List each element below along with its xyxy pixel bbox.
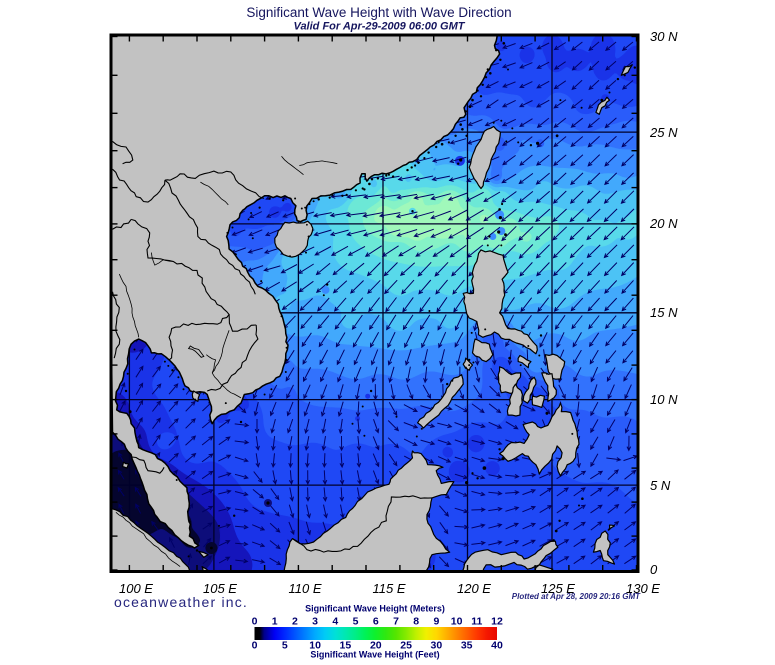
- svg-text:Significant Wave Height with W: Significant Wave Height with Wave Direct…: [246, 5, 511, 20]
- svg-text:Plotted at Apr 28, 2009 20:16: Plotted at Apr 28, 2009 20:16 GMT: [512, 592, 641, 601]
- svg-text:Valid For Apr-29-2009 06:00 GM: Valid For Apr-29-2009 06:00 GMT: [294, 21, 466, 33]
- svg-text:5: 5: [353, 616, 359, 628]
- svg-text:25 N: 25 N: [649, 125, 678, 140]
- svg-text:9: 9: [433, 616, 439, 628]
- svg-text:30: 30: [431, 640, 443, 652]
- svg-text:6: 6: [373, 616, 379, 628]
- svg-text:10: 10: [309, 640, 321, 652]
- svg-text:10 N: 10 N: [650, 392, 678, 407]
- svg-text:25: 25: [400, 640, 412, 652]
- svg-text:20: 20: [370, 640, 382, 652]
- svg-text:oceanweather inc.: oceanweather inc.: [114, 594, 248, 610]
- svg-text:3: 3: [312, 616, 318, 628]
- svg-text:10: 10: [451, 616, 463, 628]
- svg-text:5 N: 5 N: [650, 478, 671, 493]
- svg-text:7: 7: [393, 616, 399, 628]
- svg-text:0: 0: [252, 640, 258, 652]
- svg-text:Significant Wave Height (Meter: Significant Wave Height (Meters): [305, 604, 445, 614]
- svg-text:0: 0: [252, 616, 258, 628]
- svg-text:130 E: 130 E: [626, 581, 660, 596]
- svg-text:15 N: 15 N: [650, 305, 678, 320]
- svg-text:12: 12: [491, 616, 503, 628]
- svg-text:40: 40: [491, 640, 503, 652]
- svg-text:8: 8: [413, 616, 419, 628]
- svg-text:105 E: 105 E: [203, 581, 237, 596]
- svg-text:110 E: 110 E: [288, 581, 321, 596]
- svg-text:Significant Wave Height (Feet): Significant Wave Height (Feet): [310, 650, 439, 660]
- svg-text:35: 35: [461, 640, 473, 652]
- svg-text:0: 0: [650, 562, 658, 577]
- svg-text:100 E: 100 E: [119, 581, 153, 596]
- svg-text:20 N: 20 N: [649, 216, 678, 231]
- svg-text:11: 11: [471, 616, 482, 628]
- svg-text:1: 1: [272, 616, 278, 628]
- svg-text:2: 2: [292, 616, 298, 628]
- svg-text:120 E: 120 E: [457, 581, 491, 596]
- svg-text:125 E: 125 E: [541, 581, 575, 596]
- svg-text:15: 15: [340, 640, 352, 652]
- svg-text:30 N: 30 N: [650, 29, 678, 44]
- svg-text:5: 5: [282, 640, 288, 652]
- svg-text:115 E: 115 E: [372, 581, 405, 596]
- svg-text:4: 4: [332, 616, 338, 628]
